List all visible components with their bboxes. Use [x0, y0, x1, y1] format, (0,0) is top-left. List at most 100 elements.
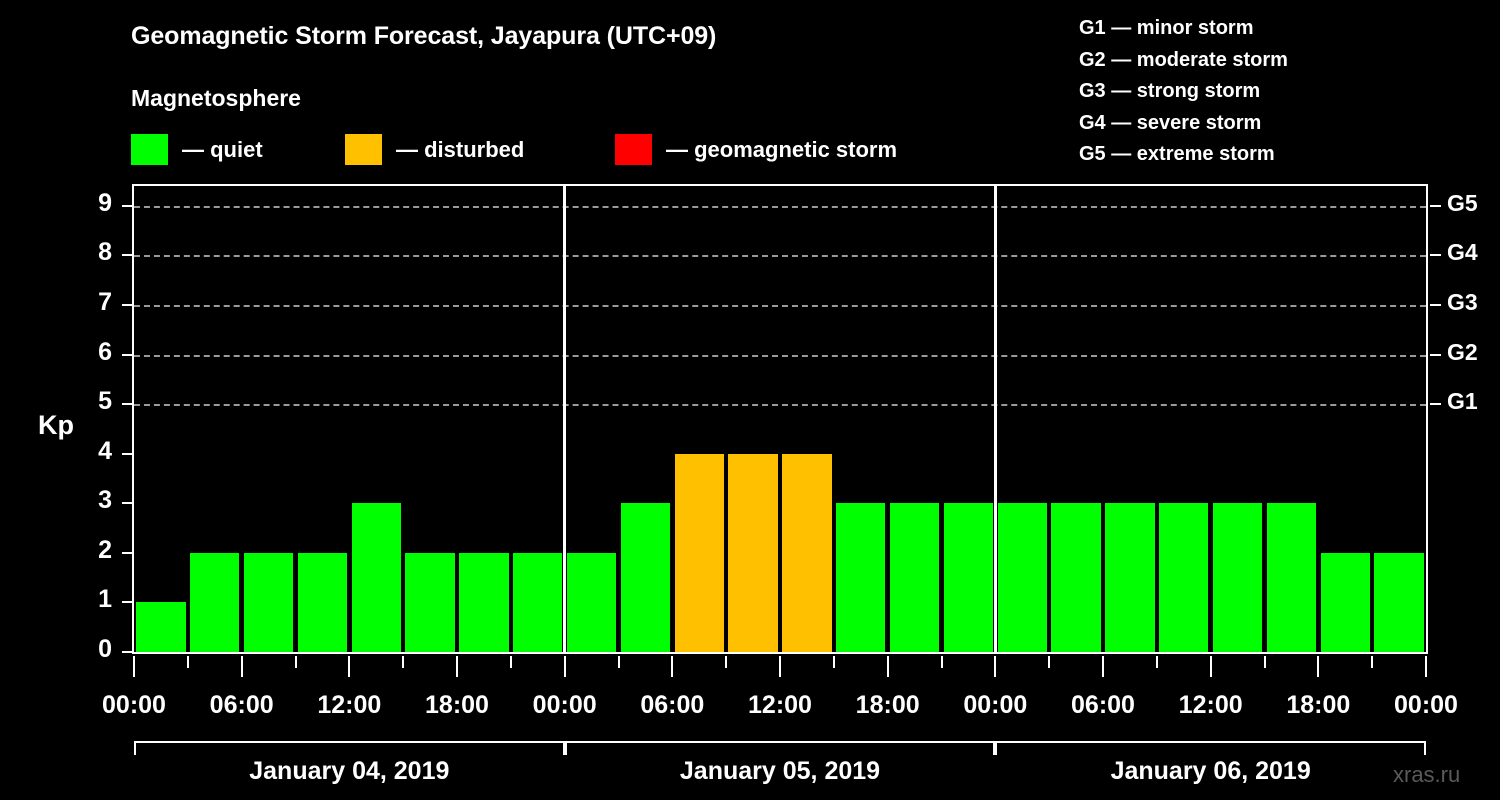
g-tick-label-G4: G4: [1447, 239, 1478, 266]
y-tick-label-4: 4: [98, 436, 112, 465]
legend-label-storm: — geomagnetic storm: [666, 136, 898, 162]
legend-item-disturbed: — disturbed: [345, 134, 524, 165]
y-tick-label-0: 0: [98, 635, 112, 663]
watermark: xras.ru: [1393, 762, 1461, 787]
g-tick-label-G2: G2: [1447, 338, 1478, 365]
bar: [1212, 503, 1263, 652]
legend-item-storm: — geomagnetic storm: [615, 134, 897, 165]
bar: [728, 453, 778, 652]
date-bracket-2: [564, 741, 996, 755]
day-separator-1: [563, 186, 567, 652]
y-tick-mark-8: [122, 254, 133, 257]
x-tick-0: [133, 656, 135, 677]
g-legend-row-g3: G3 — strong storm: [1079, 80, 1261, 102]
x-tick-5: [402, 656, 405, 668]
g-legend-row-g4: G4 — severe storm: [1079, 111, 1262, 134]
g-tick-mark-G4: [1430, 254, 1441, 257]
page-title: Geomagnetic Storm Forecast, Jayapura (UT…: [131, 22, 717, 50]
g-scale-legend: G1 — minor storm G2 — moderate storm G3 …: [1079, 13, 1288, 171]
bar: [297, 552, 348, 652]
y-tick-mark-0: [122, 651, 133, 653]
legend-label-disturbed: — disturbed: [396, 136, 525, 162]
bar: [190, 552, 240, 652]
g-legend-row-g5: G5 — extreme storm: [1079, 143, 1275, 165]
bar: [1159, 503, 1209, 652]
bar: [782, 453, 832, 652]
x-tick-19: [1155, 656, 1158, 668]
y-tick-label-2: 2: [98, 535, 112, 564]
bar: [566, 552, 617, 652]
x-tick-6: [456, 656, 458, 677]
x-tick-3: [294, 656, 297, 668]
x-tick-1: [186, 656, 189, 668]
bar: [1320, 552, 1370, 652]
x-tick-label-6: 12:00: [748, 691, 812, 719]
bar: [459, 552, 509, 652]
x-tick-label-2: 12:00: [317, 691, 382, 719]
x-tick-4: [348, 656, 351, 677]
y-tick-label-7: 7: [98, 287, 112, 316]
y-tick-mark-3: [122, 502, 133, 505]
x-tick-23: [1371, 656, 1374, 668]
x-tick-label-8: 00:00: [963, 691, 1028, 719]
x-tick-7: [509, 656, 512, 668]
bar: [1051, 503, 1101, 652]
y-tick-label-6: 6: [98, 337, 112, 366]
gridline-kp-8: [134, 255, 1426, 258]
x-tick-label-5: 06:00: [640, 691, 705, 719]
g-tick-label-G1: G1: [1447, 388, 1478, 415]
x-tick-13: [832, 656, 835, 668]
bar: [674, 453, 724, 652]
g-tick-label-G3: G3: [1447, 288, 1478, 315]
date-label-3: January 06, 2019: [1110, 757, 1311, 785]
y-tick-label-1: 1: [98, 585, 112, 614]
y-tick-mark-2: [122, 551, 133, 554]
x-tick-16: [994, 656, 997, 677]
x-tick-label-3: 18:00: [425, 691, 489, 719]
x-tick-14: [886, 656, 889, 677]
x-tick-label-0: 00:00: [102, 691, 166, 719]
bar: [513, 552, 563, 652]
legend-swatch-quiet: [131, 134, 168, 165]
x-tick-label-1: 06:00: [209, 691, 274, 719]
x-tick-11: [725, 656, 728, 668]
plot-area: [132, 184, 1428, 654]
gridline-kp-5: [134, 404, 1426, 407]
x-tick-20: [1209, 656, 1212, 677]
g-legend-row-g2: G2 — moderate storm: [1079, 48, 1288, 71]
x-tick-10: [671, 656, 674, 677]
date-label-2: January 05, 2019: [679, 757, 881, 785]
date-bracket-3: [995, 741, 1426, 755]
bar: [1266, 503, 1317, 652]
bar: [243, 552, 294, 652]
bars-layer: [134, 186, 1426, 652]
y-tick-mark-6: [122, 353, 133, 356]
date-bracket-1: [134, 741, 565, 755]
x-tick-17: [1048, 656, 1051, 668]
legend-swatch-disturbed: [345, 134, 382, 165]
y-tick-label-8: 8: [98, 238, 112, 267]
y-tick-label-5: 5: [98, 387, 112, 416]
legend-heading: Magnetosphere: [131, 85, 301, 111]
x-tick-label-10: 12:00: [1178, 691, 1243, 719]
x-tick-9: [617, 656, 620, 668]
x-tick-2: [240, 656, 243, 677]
y-tick-label-9: 9: [98, 188, 112, 217]
y-tick-mark-9: [122, 204, 133, 207]
day-separator-2: [993, 186, 997, 652]
x-tick-22: [1317, 656, 1320, 677]
x-tick-label-7: 18:00: [855, 691, 920, 719]
x-tick-15: [940, 656, 943, 668]
x-tick-label-9: 06:00: [1071, 691, 1135, 719]
bar: [836, 503, 886, 652]
legend-label-quiet: — quiet: [182, 136, 263, 162]
y-tick-mark-5: [122, 403, 133, 406]
bar: [620, 503, 671, 652]
legend-item-quiet: — quiet: [131, 134, 263, 165]
g-tick-mark-G1: [1430, 403, 1441, 406]
g-legend-row-g1: G1 — minor storm: [1079, 17, 1254, 39]
x-tick-8: [563, 656, 566, 677]
x-tick-label-11: 18:00: [1286, 691, 1351, 719]
bar: [1105, 503, 1155, 652]
